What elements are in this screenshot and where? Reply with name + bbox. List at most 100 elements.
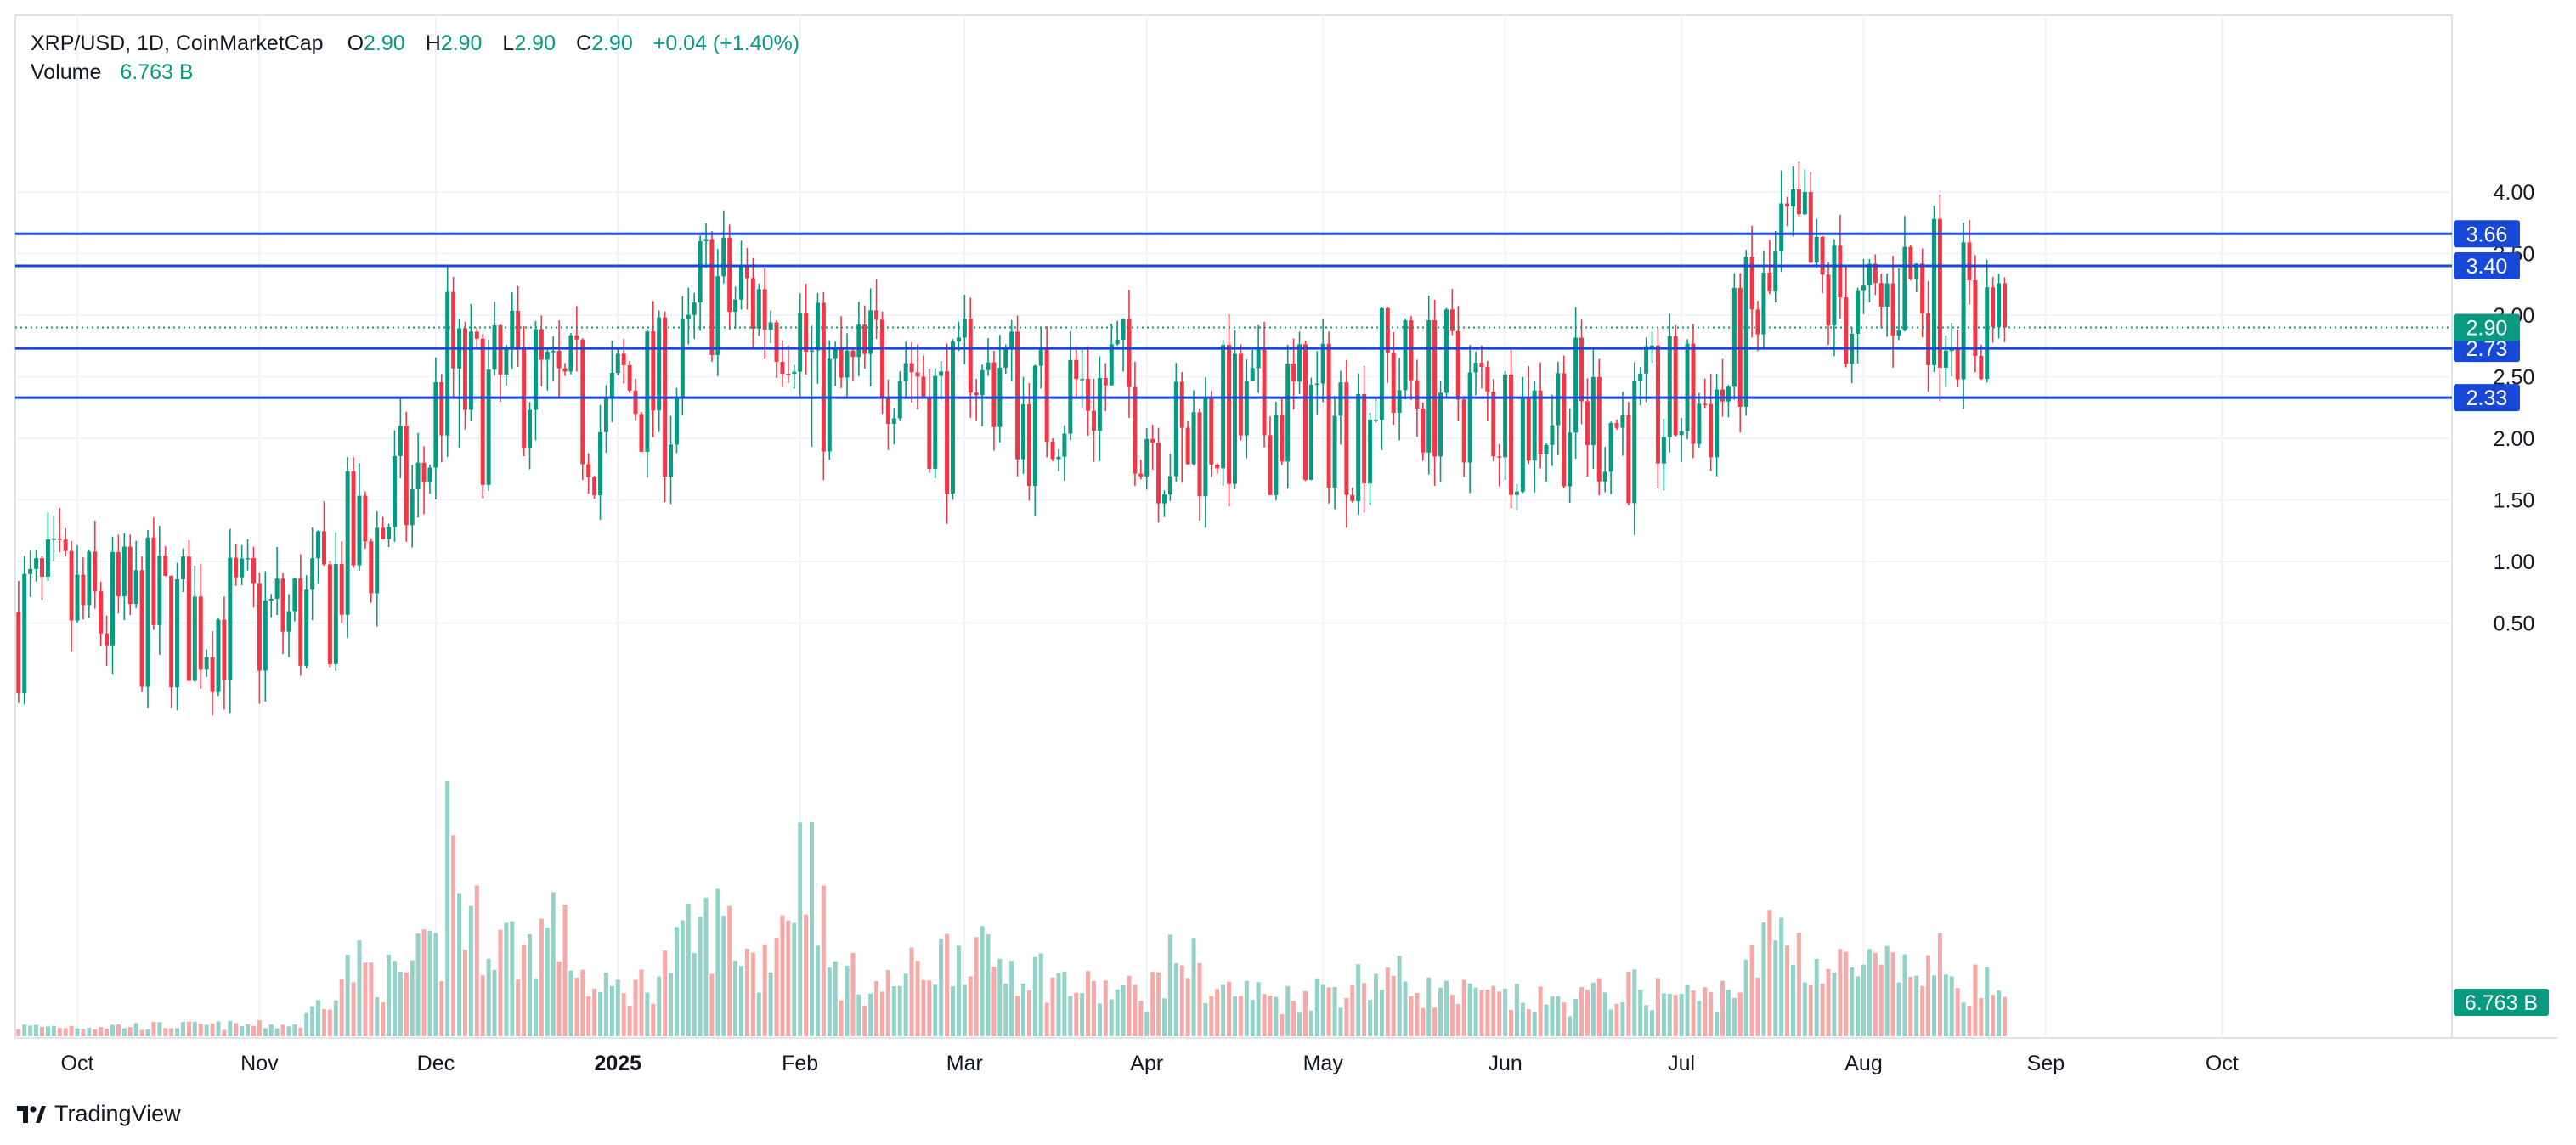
y-tick-label: 4.00 [2494, 181, 2535, 205]
candle-body [339, 564, 344, 615]
candle-body [16, 612, 21, 694]
candle-body [980, 369, 985, 396]
horizontal-levels[interactable] [15, 232, 2452, 399]
volume-bar [1620, 1001, 1625, 1036]
volume-bar [1356, 964, 1361, 1036]
volume-bar [1026, 990, 1031, 1036]
volume-bar [415, 933, 421, 1036]
volume-bar [850, 952, 856, 1036]
candle-body [34, 558, 39, 569]
volume-bar [1291, 1001, 1296, 1036]
candle-body [1908, 246, 1913, 279]
volume-bar [75, 1028, 80, 1036]
volume-bar [121, 1028, 127, 1036]
candle-body [1015, 331, 1020, 460]
candle-body [727, 237, 732, 313]
candle-body [222, 619, 227, 680]
volume-bar [1979, 998, 1984, 1036]
candle-body [1326, 343, 1331, 488]
candle-body [99, 591, 104, 634]
candle-body [974, 392, 979, 396]
candle-body [316, 531, 321, 559]
candle-body [915, 372, 920, 377]
volume-bar [1655, 978, 1660, 1036]
candle-body [945, 371, 950, 494]
volume-bar [151, 1022, 156, 1036]
volume-bar [1796, 932, 1801, 1036]
volume-label[interactable]: Volume [31, 60, 102, 84]
candle-body [868, 310, 873, 354]
candle-body [1955, 349, 1960, 380]
candle-body [1391, 353, 1396, 414]
volume-bar [1443, 980, 1449, 1036]
volume-bar [280, 1024, 285, 1036]
volume-bar [1579, 986, 1585, 1036]
volume-bar [1544, 1004, 1549, 1036]
volume-bar [1167, 934, 1172, 1036]
volume-bar [580, 969, 585, 1036]
candle-body [1232, 353, 1237, 484]
volume-bar [1338, 1007, 1343, 1036]
candle-body [133, 570, 138, 605]
volume-bar [1585, 990, 1590, 1036]
volume-bar [880, 991, 885, 1036]
candle-body [839, 347, 844, 378]
candle-body [1473, 362, 1478, 373]
candle-body [81, 574, 86, 606]
x-tick-label: May [1303, 1052, 1344, 1075]
candle-body [204, 657, 209, 670]
volume-bar [980, 926, 985, 1036]
volume-bar [457, 893, 462, 1036]
volume-bar [1379, 990, 1384, 1036]
volume-bar [1955, 988, 1960, 1036]
volume-bar [921, 979, 926, 1036]
candle-body [1896, 330, 1901, 336]
volume-bar [1491, 985, 1496, 1036]
candle-body [1573, 337, 1579, 433]
candle-body [897, 381, 902, 419]
candle-body [1491, 392, 1496, 457]
x-tick-label: Apr [1130, 1052, 1163, 1075]
candle-body [1590, 376, 1596, 446]
level-tag-label: 3.40 [2466, 255, 2508, 279]
candle-body [1179, 381, 1184, 428]
volume-bar [116, 1024, 121, 1036]
candle-body [798, 313, 803, 372]
candle-body [1626, 415, 1631, 504]
volume-bar [721, 916, 726, 1036]
volume-bar [1314, 978, 1319, 1036]
volume-bar [1673, 995, 1678, 1036]
volume-bar [1596, 978, 1602, 1036]
candle-body [1344, 382, 1349, 495]
candle-body [1455, 330, 1460, 400]
low-label: L [502, 31, 515, 55]
volume-bar [1455, 1003, 1460, 1036]
candle-body [1602, 471, 1607, 482]
volume-bar [1262, 994, 1267, 1036]
candle-body [1373, 420, 1378, 421]
volume-bar [1749, 945, 1754, 1036]
candle-body [121, 546, 127, 596]
tradingview-brand[interactable]: TradingView [17, 1101, 181, 1127]
symbol-title[interactable]: XRP/USD, 1D, CoinMarketCap [31, 31, 324, 55]
volume-bar [486, 958, 491, 1036]
candle-body [792, 371, 797, 375]
candle-body [387, 527, 392, 539]
volume-bar [1626, 971, 1631, 1036]
volume-row: Volume 6.763 B [31, 58, 820, 87]
candle-body [1767, 272, 1772, 292]
candle-body [1808, 192, 1813, 263]
volume-bar [1914, 975, 1919, 1036]
volume-bar [603, 972, 608, 1036]
high-label: H [425, 31, 441, 55]
volume-bar [375, 997, 380, 1036]
volume-bar [427, 930, 432, 1036]
candle-body [692, 302, 697, 315]
volume-bar [1097, 1003, 1102, 1036]
volume-bar [1779, 917, 1784, 1036]
volume-bar [1438, 987, 1443, 1036]
volume-bar [915, 961, 920, 1036]
candle-body [1997, 283, 2002, 327]
candle-body [462, 328, 467, 410]
